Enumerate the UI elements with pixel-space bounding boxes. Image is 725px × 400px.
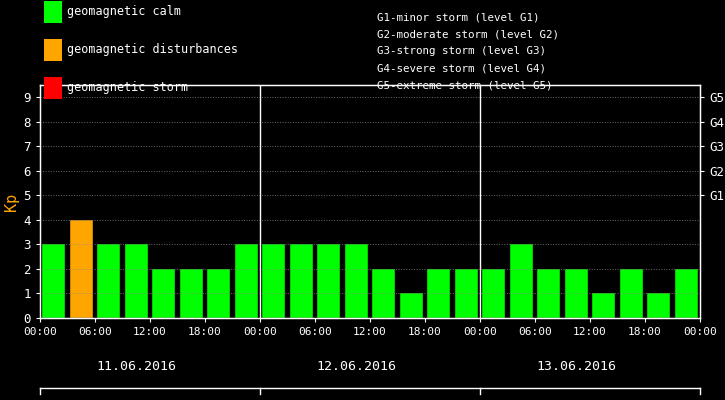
Bar [675, 269, 697, 318]
Bar [180, 269, 202, 318]
Bar [345, 244, 368, 318]
Bar [647, 294, 670, 318]
Bar [455, 269, 478, 318]
Text: G4-severe storm (level G4): G4-severe storm (level G4) [377, 64, 546, 74]
Bar [43, 244, 65, 318]
Bar [482, 269, 505, 318]
Text: G1-minor storm (level G1): G1-minor storm (level G1) [377, 12, 539, 22]
Bar [70, 220, 93, 318]
Bar [428, 269, 450, 318]
Bar [97, 244, 120, 318]
Bar [207, 269, 230, 318]
Bar [290, 244, 312, 318]
Bar [565, 269, 587, 318]
Bar [592, 294, 615, 318]
Bar [620, 269, 642, 318]
Bar [152, 269, 175, 318]
Bar [235, 244, 257, 318]
Bar [262, 244, 285, 318]
Text: 11.06.2016: 11.06.2016 [96, 360, 176, 373]
Text: G3-strong storm (level G3): G3-strong storm (level G3) [377, 46, 546, 56]
Text: G5-extreme storm (level G5): G5-extreme storm (level G5) [377, 81, 552, 91]
Bar [373, 269, 395, 318]
Text: geomagnetic disturbances: geomagnetic disturbances [67, 44, 239, 56]
Bar [318, 244, 340, 318]
Bar [400, 294, 423, 318]
Bar [537, 269, 560, 318]
Text: 12.06.2016: 12.06.2016 [316, 360, 397, 373]
Text: G2-moderate storm (level G2): G2-moderate storm (level G2) [377, 29, 559, 39]
Text: 13.06.2016: 13.06.2016 [536, 360, 616, 373]
Text: geomagnetic calm: geomagnetic calm [67, 6, 181, 18]
Y-axis label: Kp: Kp [4, 192, 20, 211]
Bar [510, 244, 533, 318]
Bar [125, 244, 147, 318]
Text: geomagnetic storm: geomagnetic storm [67, 82, 188, 94]
